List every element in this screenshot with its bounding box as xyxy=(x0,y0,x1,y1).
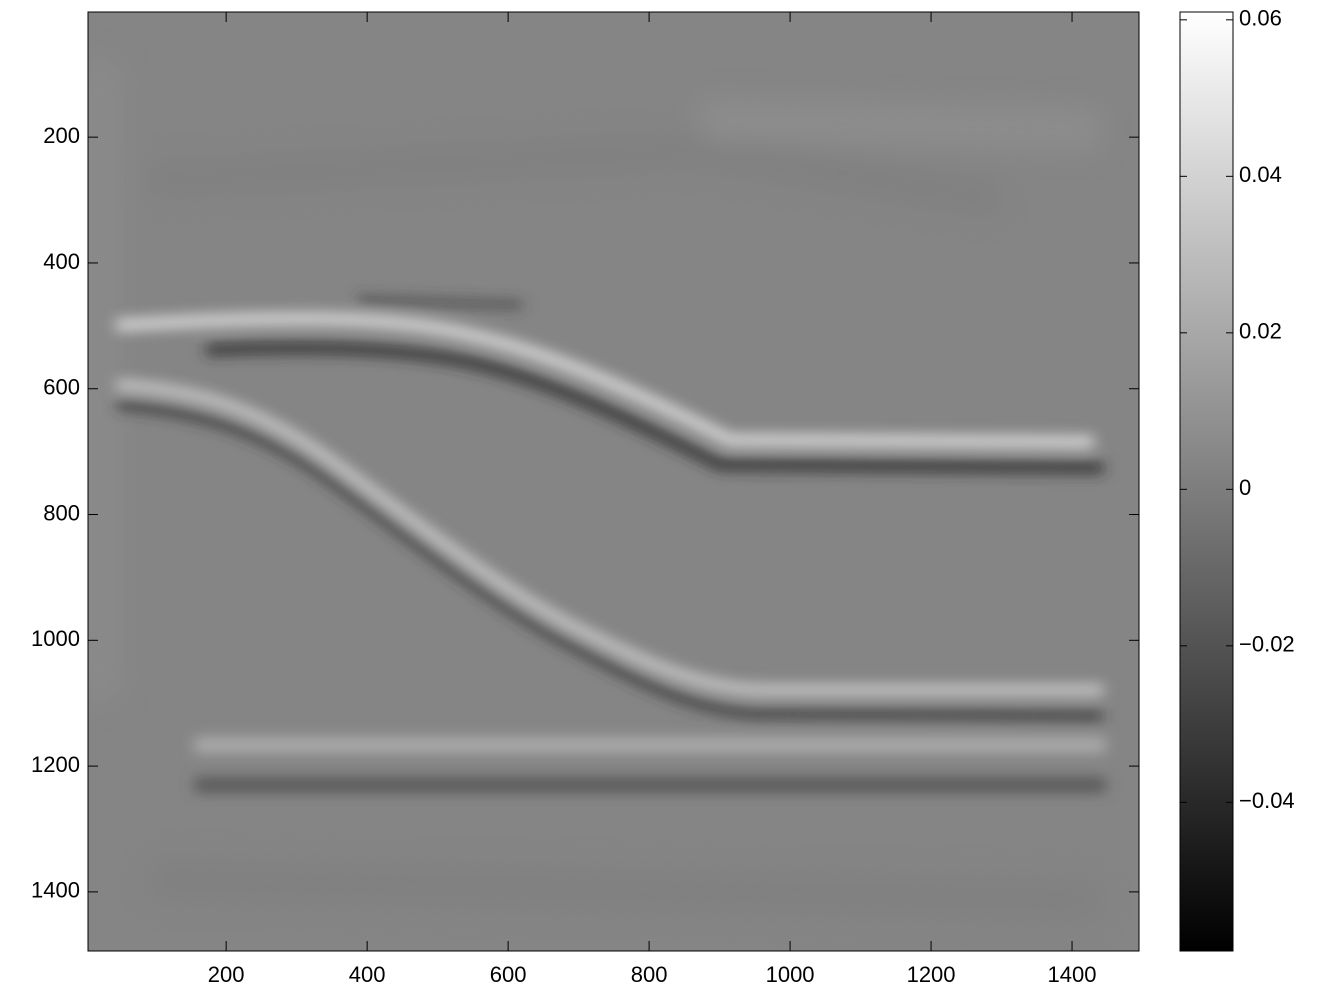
x-tick-label: 800 xyxy=(631,962,668,987)
x-tick-label: 1400 xyxy=(1048,962,1097,987)
y-tick-label: 400 xyxy=(43,249,80,274)
y-tick-label: 800 xyxy=(43,500,80,525)
y-tick-label: 200 xyxy=(43,123,80,148)
image xyxy=(88,12,1139,951)
colorbar-tick-label: −0.04 xyxy=(1239,788,1295,813)
colorbar-tick-label: −0.02 xyxy=(1239,632,1295,657)
x-tick-label: 400 xyxy=(349,962,386,987)
y-tick-label: 1000 xyxy=(31,626,80,651)
y-tick-label: 600 xyxy=(43,375,80,400)
x-tick-label: 1000 xyxy=(766,962,815,987)
colorbar-tick-label: 0 xyxy=(1239,475,1251,500)
x-tick-label: 600 xyxy=(490,962,527,987)
colorbar-tick-label: 0.04 xyxy=(1239,162,1282,187)
colorbar-tick-label: 0.06 xyxy=(1239,6,1282,31)
y-tick-label: 1400 xyxy=(31,878,80,903)
x-tick-label: 200 xyxy=(208,962,245,987)
colorbar-tick-label: 0.02 xyxy=(1239,319,1282,344)
colorbar xyxy=(1179,11,1234,952)
y-tick-label: 1200 xyxy=(31,752,80,777)
x-tick-label: 1200 xyxy=(907,962,956,987)
plot-frame xyxy=(87,11,1140,952)
